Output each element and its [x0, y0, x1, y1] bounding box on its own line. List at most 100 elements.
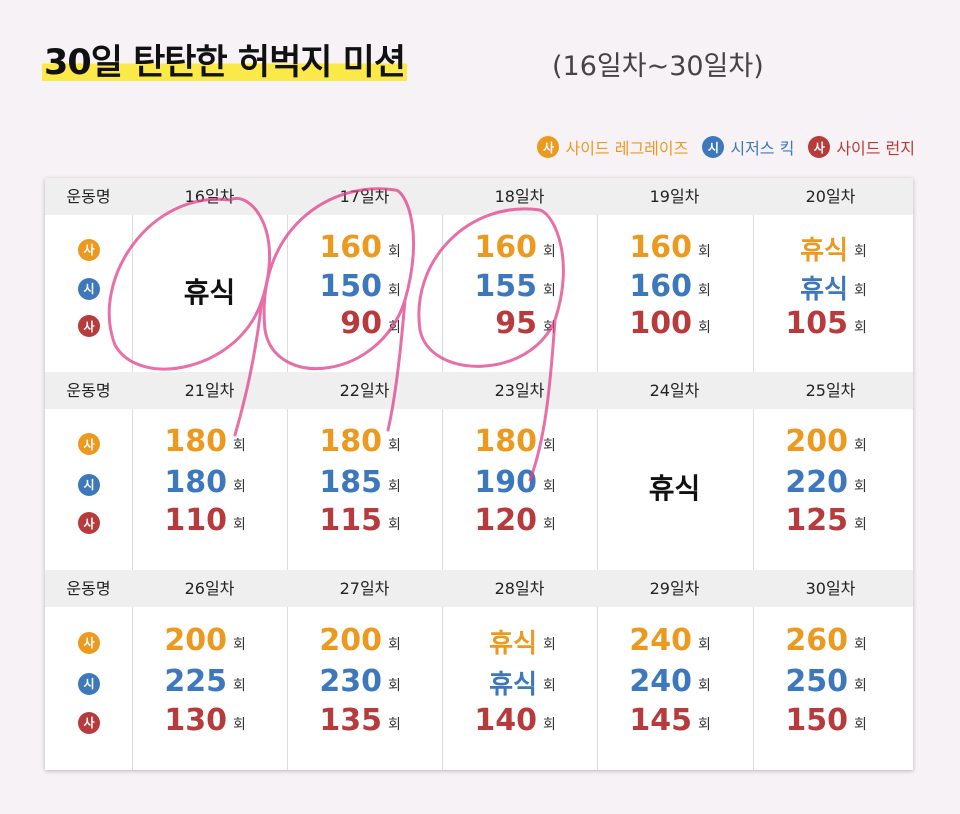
- count: 125: [785, 503, 848, 539]
- legend-label: 사이드 레그레이즈: [565, 139, 689, 158]
- unit: 회: [543, 320, 556, 337]
- count: 250: [785, 663, 848, 699]
- unit: 회: [388, 677, 401, 694]
- unit: 회: [543, 677, 556, 694]
- row-icon: 사: [78, 433, 100, 456]
- day-header: 27일차: [339, 579, 390, 598]
- count: 200: [164, 622, 227, 658]
- unit: 회: [543, 438, 556, 455]
- unit: 회: [543, 243, 556, 260]
- day-header: 18일차: [494, 187, 545, 206]
- rest-cell: 휴식: [183, 275, 236, 309]
- column-divider: [597, 178, 598, 770]
- count: 180: [164, 464, 227, 500]
- unit: 회: [543, 636, 556, 653]
- table: 운동명 사 시 사 16일차 휴식 17일차 160 회 150 회 90 회 18일차 160 회 155 회 9…: [45, 178, 913, 770]
- day-header: 22일차: [339, 381, 390, 400]
- count: 휴식: [800, 235, 848, 266]
- unit: 회: [854, 677, 867, 694]
- day-header: 23일차: [494, 381, 545, 400]
- count: 240: [629, 622, 692, 658]
- legend-label: 사이드 런지: [836, 139, 915, 158]
- count: 180: [474, 424, 537, 460]
- legend-icon: 사: [537, 136, 560, 158]
- row-icon: 사: [78, 238, 100, 261]
- unit: 회: [854, 636, 867, 653]
- count: 185: [319, 464, 382, 500]
- unit: 회: [698, 636, 711, 653]
- count: 230: [319, 663, 382, 699]
- count: 휴식: [489, 628, 537, 659]
- count: 200: [319, 622, 382, 658]
- day-header: 29일차: [649, 579, 700, 598]
- row-icon: 사: [78, 711, 100, 734]
- count: 휴식: [800, 274, 848, 305]
- column-divider: [132, 178, 133, 770]
- rest-cell: 휴식: [648, 471, 701, 505]
- count: 160: [319, 229, 382, 265]
- unit: 회: [698, 320, 711, 337]
- unit: 회: [543, 478, 556, 495]
- unit: 회: [233, 438, 246, 455]
- unit: 회: [854, 243, 867, 260]
- unit: 회: [233, 716, 246, 733]
- day-header: 26일차: [184, 579, 235, 598]
- count: 155: [474, 268, 537, 304]
- unit: 회: [388, 517, 401, 534]
- day-header: 19일차: [649, 187, 700, 206]
- legend-row: 사 사이드 레그레이즈 시 시저스 킥 사 사이드 런지: [537, 135, 915, 159]
- count: 160: [629, 229, 692, 265]
- legend-item: 시 시저스 킥: [702, 135, 794, 159]
- count: 160: [629, 268, 692, 304]
- row-icon: 시: [78, 672, 100, 695]
- unit: 회: [388, 438, 401, 455]
- count: 휴식: [489, 669, 537, 700]
- legend-label: 시저스 킥: [730, 139, 795, 158]
- count: 225: [164, 663, 227, 699]
- legend-icon: 시: [702, 136, 725, 158]
- day-header: 25일차: [805, 381, 856, 400]
- title: 30일 탄탄한 허벅지 미션: [42, 34, 408, 85]
- count: 110: [164, 503, 227, 539]
- row-icon: 시: [78, 277, 100, 300]
- column-divider: [753, 178, 754, 770]
- unit: 회: [854, 282, 867, 299]
- count: 180: [319, 424, 382, 460]
- unit: 회: [388, 478, 401, 495]
- unit: 회: [233, 517, 246, 534]
- unit: 회: [698, 716, 711, 733]
- count: 90: [340, 306, 382, 342]
- unit: 회: [698, 282, 711, 299]
- day-header: 17일차: [339, 187, 390, 206]
- day-header: 24일차: [649, 381, 700, 400]
- count: 260: [785, 622, 848, 658]
- count: 115: [319, 503, 382, 539]
- row-label: 운동명: [66, 187, 111, 206]
- unit: 회: [543, 282, 556, 299]
- day-header: 20일차: [805, 187, 856, 206]
- count: 190: [474, 464, 537, 500]
- unit: 회: [233, 677, 246, 694]
- day-header: 16일차: [184, 187, 235, 206]
- column-divider: [442, 178, 443, 770]
- header-row: [45, 570, 913, 607]
- day-header: 21일차: [184, 381, 235, 400]
- unit: 회: [854, 320, 867, 337]
- unit: 회: [543, 517, 556, 534]
- count: 150: [785, 702, 848, 738]
- row-icon: 시: [78, 473, 100, 496]
- count: 160: [474, 229, 537, 265]
- count: 220: [785, 464, 848, 500]
- count: 150: [319, 268, 382, 304]
- unit: 회: [854, 517, 867, 534]
- count: 120: [474, 503, 537, 539]
- count: 145: [629, 702, 692, 738]
- row-icon: 사: [78, 512, 100, 535]
- count: 200: [785, 424, 848, 460]
- unit: 회: [388, 282, 401, 299]
- count: 135: [319, 702, 382, 738]
- count: 95: [495, 306, 537, 342]
- unit: 회: [388, 320, 401, 337]
- day-header: 28일차: [494, 579, 545, 598]
